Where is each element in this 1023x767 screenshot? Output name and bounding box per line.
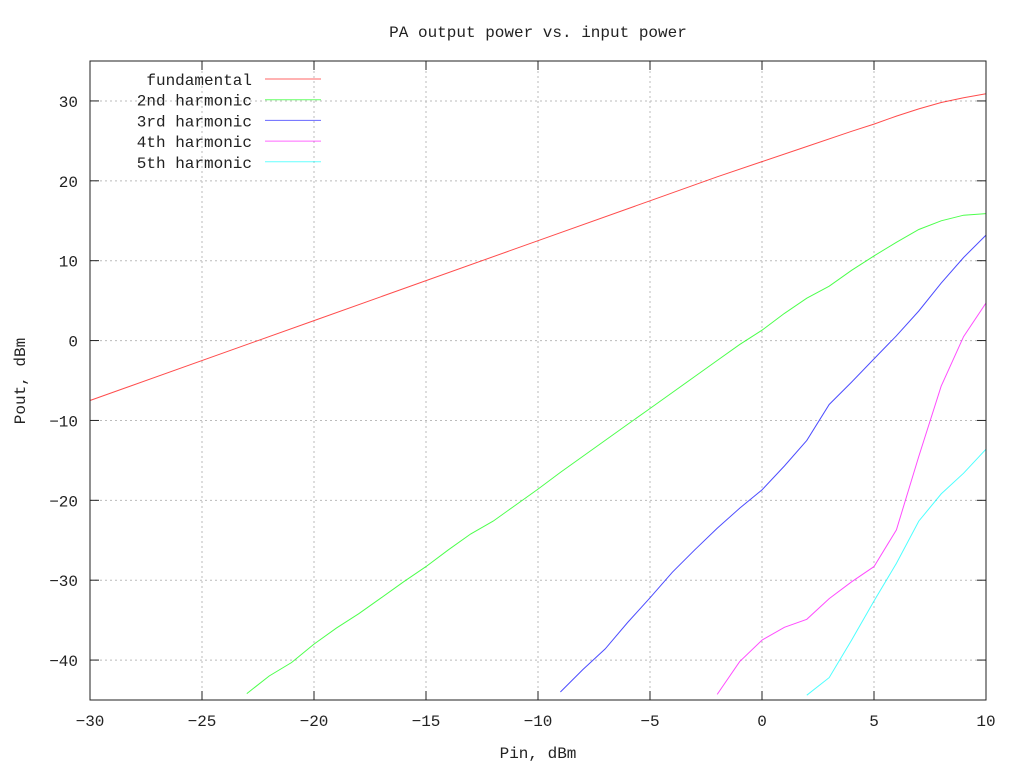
y-tick-label: −20 — [49, 493, 78, 511]
legend-label: 2nd harmonic — [137, 93, 252, 111]
grid — [90, 61, 986, 700]
y-axis-label: Pout, dBm — [12, 338, 30, 424]
x-tick-label: 0 — [757, 713, 767, 731]
y-tick-label: 20 — [59, 174, 78, 192]
series-line-2 — [246, 213, 987, 694]
x-tick-label: −15 — [412, 713, 441, 731]
x-tick-label: −20 — [300, 713, 329, 731]
x-tick-label: 5 — [869, 713, 879, 731]
y-tick-label: −40 — [49, 653, 78, 671]
x-tick-label: −25 — [188, 713, 217, 731]
x-tick-label: −5 — [640, 713, 659, 731]
chart-title: PA output power vs. input power — [389, 24, 687, 42]
y-tick-label: 0 — [68, 334, 78, 352]
x-tick-label: 10 — [976, 713, 995, 731]
series-line-5 — [806, 448, 987, 696]
legend-label: 5th harmonic — [137, 155, 252, 173]
y-tick-label: −10 — [49, 413, 78, 431]
x-axis-label: Pin, dBm — [500, 745, 577, 763]
y-tick-label: −30 — [49, 573, 78, 591]
legend-label: 4th harmonic — [137, 134, 252, 152]
y-tick-label: 10 — [59, 254, 78, 272]
y-tick-label: 30 — [59, 94, 78, 112]
legend-label: 3rd harmonic — [137, 113, 252, 131]
x-tick-label: −30 — [76, 713, 105, 731]
series-line-3 — [560, 234, 987, 693]
legend: fundamental 2nd harmonic 3rd harmonic 4th h… — [137, 72, 321, 173]
series-line-4 — [716, 302, 987, 695]
series-lines — [89, 93, 987, 696]
legend-label: fundamental — [146, 72, 252, 90]
series-line-1 — [89, 93, 987, 401]
x-tick-label: −10 — [524, 713, 553, 731]
ticks: −30 −25 −20 −15 −10 −5 0 5 10 −40 −30 −20 −10 0 10 20 30 — [49, 61, 996, 731]
